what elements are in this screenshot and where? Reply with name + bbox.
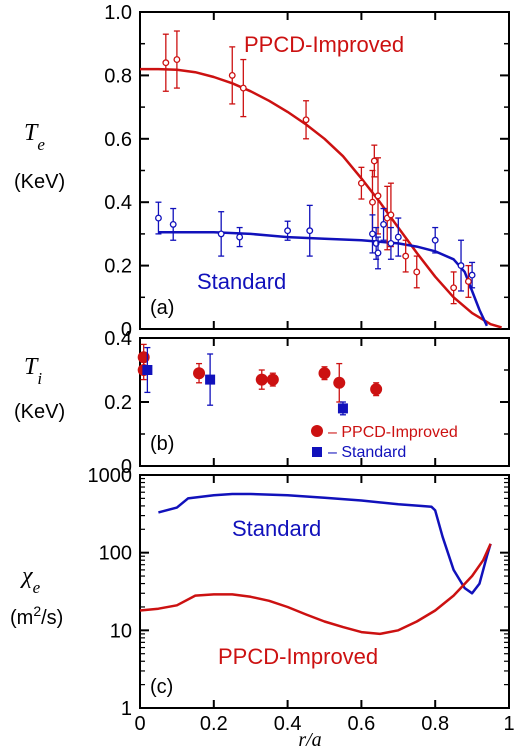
legend-ppcd-marker <box>311 425 323 437</box>
y-tick-label: 0 <box>121 456 132 478</box>
standard-te-point <box>217 230 225 238</box>
y-tick-label: 0.8 <box>104 65 132 87</box>
panel-c-x-ticks: 0 0.2 0.4 0.6 0.8 1 <box>134 475 515 735</box>
panel-b-ylabel-symbol: Ti <box>24 354 42 388</box>
standard-ti-point <box>205 374 216 385</box>
panel-a-ylabel-symbol: Te <box>24 120 45 154</box>
x-tick-label: 0 <box>134 713 145 735</box>
y-tick-label: 1 <box>121 698 132 720</box>
panel-c-tag: (c) <box>150 676 173 698</box>
x-tick-label: 1 <box>503 713 514 735</box>
standard-te-point <box>169 220 177 228</box>
legend-standard-marker <box>312 447 322 457</box>
standard-te-point <box>369 230 376 238</box>
ppcd-te-fit-line <box>140 67 502 329</box>
ppcd-te-point <box>302 116 310 124</box>
standard-chi-line <box>158 492 492 595</box>
panel-a: 00.20.40.60.81.0 PPCD-Improved Standard … <box>14 2 510 341</box>
panel-a-y-ticks: 0 0.2 0.4 0.6 0.8 1.0 <box>104 2 510 341</box>
x-tick-label: 0.6 <box>347 713 375 735</box>
y-tick-label: 10 <box>110 620 132 642</box>
x-axis-label: r/a <box>298 729 321 751</box>
ppcd-te-point <box>239 84 247 92</box>
y-tick-label: 0.2 <box>104 256 132 278</box>
y-tick-label: 0.4 <box>104 192 132 214</box>
legend-standard-label: – Standard <box>328 444 406 461</box>
panel-a-ylabel-unit: (KeV) <box>14 171 65 193</box>
panel-b-points <box>137 343 383 416</box>
ppcd-te-point <box>413 268 421 276</box>
panel-b-ylabel-unit: (KeV) <box>14 401 65 423</box>
ppcd-ti-point <box>193 367 206 380</box>
panel-a-points <box>154 30 476 305</box>
standard-te-point <box>468 271 476 279</box>
panel-b-frame <box>139 337 510 467</box>
ppcd-te-point <box>357 179 365 187</box>
standard-te-point <box>380 220 387 228</box>
ppcd-te-point <box>173 56 181 63</box>
standard-te-point <box>284 227 292 235</box>
ppcd-te-point <box>402 252 410 260</box>
ppcd-ti-point <box>370 383 383 396</box>
standard-ti-point <box>142 365 153 375</box>
ppcd-ti-point <box>266 373 279 386</box>
y-tick-label: 0.2 <box>104 392 132 414</box>
ppcd-ti-point <box>333 376 346 389</box>
ppcd-te-point <box>450 284 458 292</box>
standard-te-point <box>387 239 395 247</box>
panel-b: 0 0.2 0.4 – PPCD-Improved – Standard (b) T… <box>14 328 510 478</box>
panel-c-standard-label: Standard <box>232 516 321 541</box>
y-tick-label: 1.0 <box>104 2 132 24</box>
panel-c-ylabel-unit: (m2/s) <box>10 603 63 629</box>
panel-c-lines <box>139 492 492 636</box>
ppcd-te-point <box>228 71 236 79</box>
panel-a-standard-label: Standard <box>197 269 286 294</box>
ppcd-te-point <box>387 211 395 219</box>
y-tick-label: 0 <box>121 319 132 341</box>
panel-c-ppcd-label: PPCD-Improved <box>218 644 378 669</box>
panel-b-tag: (b) <box>150 433 174 455</box>
legend-ppcd-label: – PPCD-Improved <box>328 424 458 441</box>
standard-te-point <box>306 227 314 235</box>
standard-te-point <box>431 236 439 244</box>
ppcd-te-point <box>370 157 378 165</box>
y-tick-label: 1000 <box>88 465 133 487</box>
x-tick-label: 0.8 <box>421 713 449 735</box>
panel-c-ylabel-symbol: χe <box>20 563 41 597</box>
ppcd-chi-line <box>139 543 492 636</box>
x-tick-label: 0.4 <box>274 713 302 735</box>
ppcd-te-point <box>464 278 472 285</box>
panel-c: 1 10 100 1000 0 0.2 0.4 0.6 0.8 1 Standard PPCD-… <box>10 465 515 751</box>
x-tick-label: 0.2 <box>200 713 228 735</box>
panel-a-ppcd-label: PPCD-Improved <box>244 32 404 57</box>
y-tick-label: 0.6 <box>104 129 132 151</box>
panel-a-tag: (a) <box>150 297 174 319</box>
ppcd-te-point <box>162 59 170 67</box>
y-tick-label: 100 <box>99 543 132 565</box>
standard-te-point <box>236 233 244 241</box>
ppcd-ti-point <box>318 367 331 380</box>
standard-te-point <box>154 214 162 222</box>
ppcd-te-point <box>369 198 376 206</box>
panel-c-y-ticks: 1 10 100 1000 <box>88 465 509 720</box>
standard-te-point <box>394 233 402 241</box>
standard-te-point <box>374 249 382 257</box>
panel-b-y-ticks: 0 0.2 0.4 <box>104 328 510 478</box>
ppcd-te-point <box>374 192 382 200</box>
ppcd-ti-point <box>255 373 268 386</box>
panel-a-lines <box>140 67 502 329</box>
y-tick-label: 0.4 <box>104 328 132 350</box>
standard-te-point <box>457 262 465 270</box>
standard-ti-point <box>337 403 348 414</box>
panel-c-frame <box>139 474 510 709</box>
